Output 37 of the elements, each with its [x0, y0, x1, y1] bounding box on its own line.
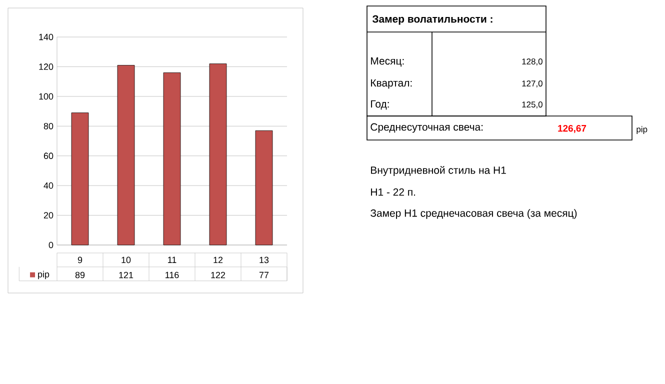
text: H1 - 22 п. [371, 188, 416, 196]
y-tick-label: 80 [44, 122, 54, 130]
y-tick-label: 40 [44, 182, 54, 189]
data-label: 122 [211, 272, 226, 278]
legend-label: pip [38, 270, 50, 280]
bar [255, 130, 273, 246]
text: 128,0 [522, 58, 542, 66]
text: pip [636, 126, 648, 134]
x-tick-label: 12 [214, 256, 223, 264]
text: Замер волатильности : [372, 15, 492, 25]
y-tick-label: 140 [39, 34, 54, 40]
text: Квартал: [371, 79, 412, 89]
x-tick-label: 13 [260, 256, 269, 264]
text: Год: [371, 100, 389, 110]
data-label: 116 [166, 272, 179, 278]
data-label: 121 [119, 272, 134, 278]
y-tick-label: 60 [44, 152, 54, 160]
y-tick-label: 120 [39, 64, 54, 70]
y-tick-label: 100 [39, 93, 54, 100]
bar [71, 112, 89, 246]
text: Месяц: [371, 57, 404, 67]
data-label: 89 [75, 272, 85, 278]
text: Замер H1 среднечасовая свеча (за месяц) [370, 209, 577, 219]
text: 125,0 [522, 102, 542, 108]
x-tick-label: 10 [122, 256, 131, 264]
data-label: 77 [259, 272, 269, 278]
x-tick-label: 9 [78, 256, 82, 264]
bar [117, 65, 135, 246]
x-tick-label: 11 [168, 256, 176, 263]
text: 127,0 [522, 80, 542, 88]
text: Внутридневной стиль на H1 [371, 166, 506, 176]
y-tick-label: 20 [44, 212, 54, 218]
text: 126,67 [558, 124, 586, 134]
text: Среднесуточная свеча: [370, 123, 483, 133]
bar [209, 64, 227, 246]
bar [163, 72, 181, 246]
y-tick-label: 0 [48, 242, 54, 248]
